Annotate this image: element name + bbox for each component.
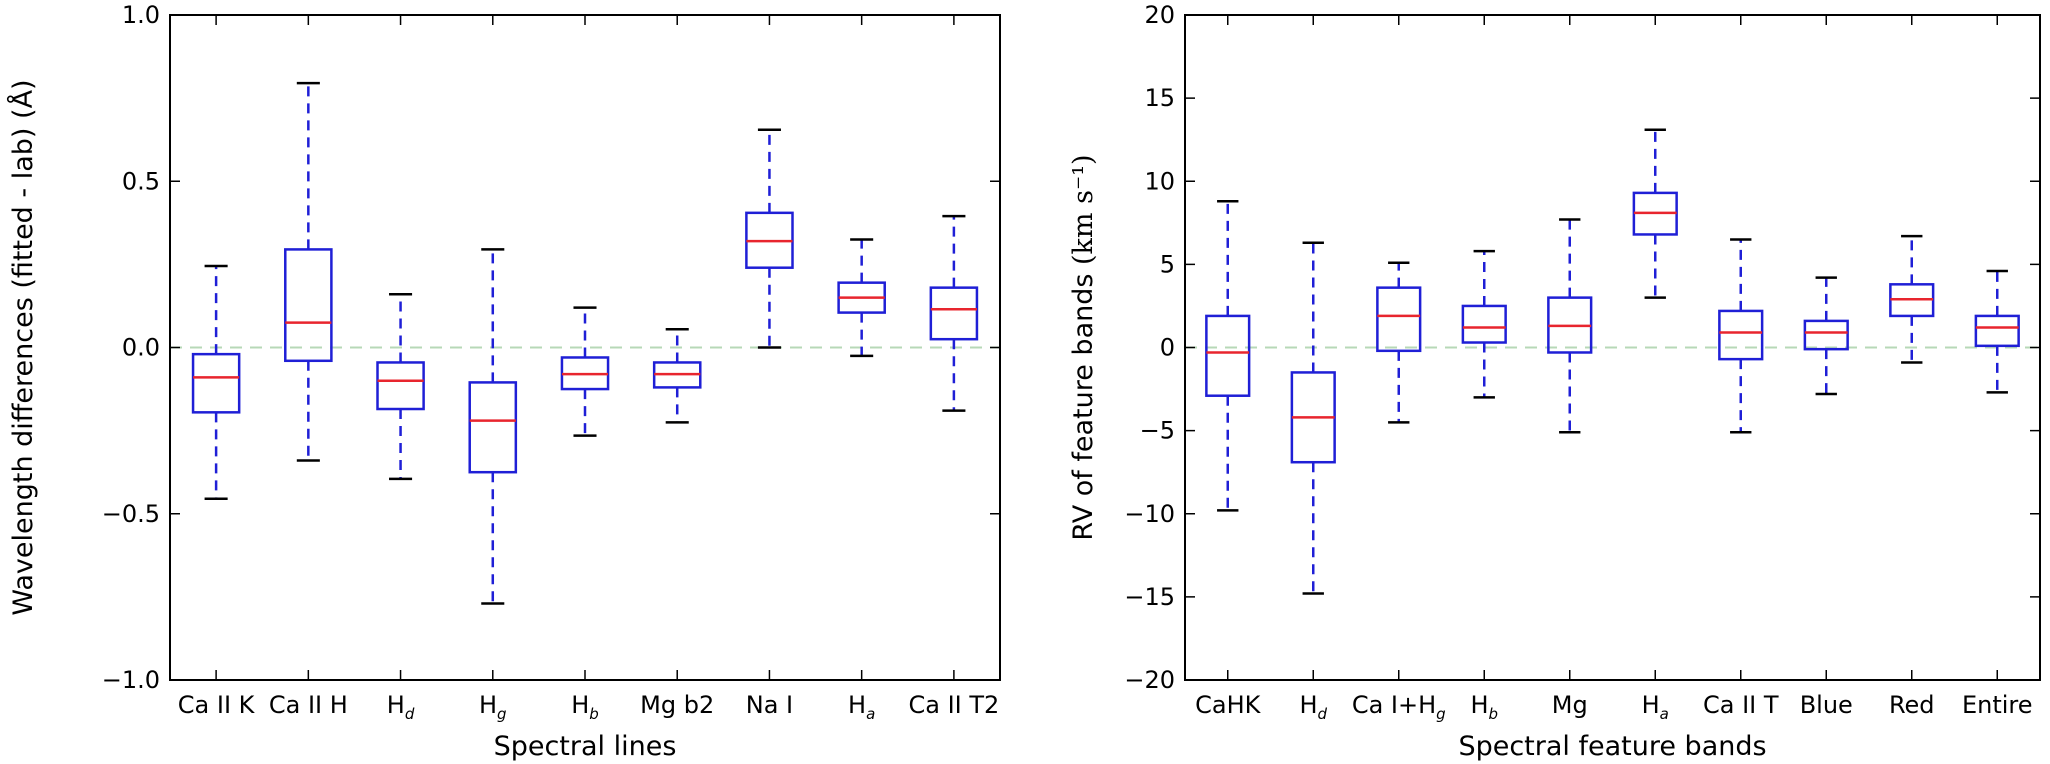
x-tick-label: Hb xyxy=(1470,691,1498,723)
x-tick-label: Ca II K xyxy=(178,691,256,719)
box-5 xyxy=(652,327,702,424)
x-tick-label: Mg xyxy=(1552,691,1588,719)
box-3 xyxy=(468,248,518,605)
y-tick-label: 20 xyxy=(1144,1,1175,29)
box-4 xyxy=(560,306,610,437)
box-2 xyxy=(1376,261,1422,424)
x-tick-label: Ha xyxy=(848,691,875,723)
y-tick-label: 10 xyxy=(1144,167,1175,195)
y-tick-label: 0.0 xyxy=(122,334,160,362)
box-8 xyxy=(1889,234,1935,364)
chart-wavelength-differences: −1.0 −0.5 0.0 0.5 1.0 Ca II K Ca II H Hd Hg Hb Mg … xyxy=(7,1,1001,762)
box-iqr xyxy=(1461,304,1507,344)
x-tick-label: Na I xyxy=(746,691,793,719)
box-iqr xyxy=(1376,286,1422,353)
box-1 xyxy=(284,81,333,462)
y-tick-label: 1.0 xyxy=(122,1,160,29)
y-tick-label: −0.5 xyxy=(102,500,160,528)
y-tick-label: −20 xyxy=(1124,666,1175,694)
x-tick-label: CaHK xyxy=(1195,691,1262,719)
y-tick-label: −15 xyxy=(1124,583,1175,611)
box-iqr xyxy=(1205,314,1251,397)
x-tick-label: Red xyxy=(1889,691,1935,719)
box-2 xyxy=(376,293,425,481)
y-tick-label: 0 xyxy=(1160,334,1175,362)
box-iqr xyxy=(1718,309,1764,361)
box-8 xyxy=(929,214,979,412)
x-tick-label: Hg xyxy=(479,691,507,723)
x-tick-label: Mg b2 xyxy=(640,691,714,719)
y-axis-label: RV of feature bands (km s⁻¹) xyxy=(1068,154,1099,540)
y-tick-label: −5 xyxy=(1140,417,1175,445)
box-7 xyxy=(1803,276,1849,396)
x-axis-label: Spectral lines xyxy=(494,731,677,762)
box-0 xyxy=(1205,199,1251,512)
y-axis-label: Wavelength differences (fitted - lab) (Å… xyxy=(7,79,39,615)
y-tick-label: −1.0 xyxy=(102,666,160,694)
box-iqr xyxy=(468,381,518,474)
box-6 xyxy=(1718,238,1764,434)
box-iqr xyxy=(376,361,425,411)
y-tick-label: 0.5 xyxy=(122,167,160,195)
x-tick-label: Ca I+Hg xyxy=(1352,691,1446,723)
x-tick-label: Blue xyxy=(1800,691,1853,719)
x-tick-label: Ca II T2 xyxy=(908,691,999,719)
box-iqr xyxy=(1803,319,1849,351)
x-tick-label: Entire xyxy=(1962,691,2033,719)
chart-rv-feature-bands: −20 −15 −10 −5 0 5 10 15 20 CaHK Hd Ca I+Hg Hb Mg Ha Ca… xyxy=(1068,1,2041,762)
y-tick-label: 5 xyxy=(1160,250,1175,278)
box-iqr xyxy=(929,286,979,341)
x-tick-label: Hd xyxy=(1299,691,1327,723)
box-iqr xyxy=(284,248,333,363)
x-tick-label: Ha xyxy=(1642,691,1669,723)
box-iqr xyxy=(1974,314,2020,348)
y-tick-label: 15 xyxy=(1144,84,1175,112)
x-tick-label: Hd xyxy=(387,691,415,723)
box-1 xyxy=(1290,241,1336,595)
x-tick-label: Hb xyxy=(571,691,599,723)
x-tick-label: Ca II T xyxy=(1703,691,1779,719)
box-9 xyxy=(1974,269,2020,394)
y-tick-label: −10 xyxy=(1124,500,1175,528)
box-4 xyxy=(1547,218,1593,434)
box-0 xyxy=(191,264,241,501)
box-3 xyxy=(1461,249,1507,399)
box-6 xyxy=(745,128,794,349)
box-5 xyxy=(1632,128,1678,299)
x-axis-label: Spectral feature bands xyxy=(1458,731,1766,762)
x-tick-label: Ca II H xyxy=(269,691,348,719)
box-7 xyxy=(837,238,886,358)
box-iqr xyxy=(191,352,241,414)
